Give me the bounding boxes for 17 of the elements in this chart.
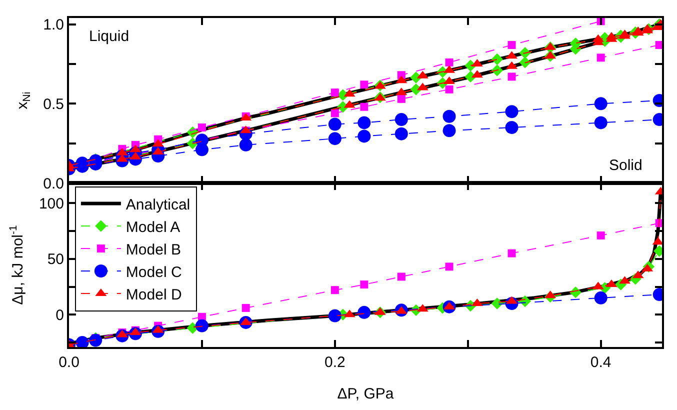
legend-label: Model B	[126, 241, 181, 258]
y-tick-label: 100	[38, 195, 64, 212]
y-tick-label: 0	[56, 306, 64, 324]
annotation: Liquid	[89, 28, 130, 45]
x-tick-label: 0.4	[590, 354, 612, 371]
legend-label: Model D	[126, 286, 182, 304]
y-tick-label: 0.0	[43, 175, 64, 192]
x-axis-title: ΔP, GPa	[337, 386, 394, 402]
x-tick-label: 0.2	[324, 354, 346, 371]
legend-label: Model A	[126, 218, 180, 236]
legend-label: Analytical	[126, 196, 190, 214]
y-tick-label: 50	[47, 251, 64, 268]
y-tick-label: 0.5	[43, 96, 64, 113]
x-tick-label: 0.0	[58, 354, 80, 371]
annotation: Solid	[609, 157, 642, 174]
legend-label: Model C	[126, 264, 182, 281]
y-tick-label: 1.0	[43, 16, 64, 34]
